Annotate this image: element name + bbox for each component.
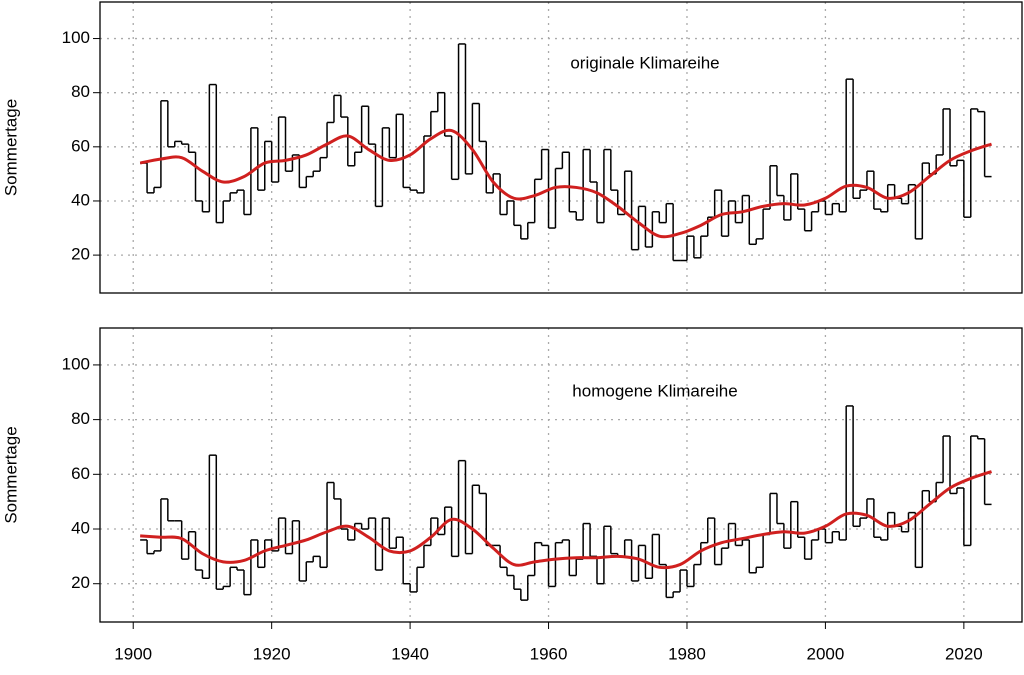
y-tick-label: 100: [62, 28, 90, 47]
y-tick-label: 40: [71, 190, 90, 209]
trend-line: [139, 128, 993, 239]
x-tick-label: 1980: [668, 644, 706, 663]
y-tick-label: 100: [62, 354, 90, 373]
y-tick-label: 60: [71, 464, 90, 483]
x-tick-label: 1900: [114, 644, 152, 663]
y-tick-label: 40: [71, 518, 90, 537]
y-tick-label: 60: [71, 136, 90, 155]
y-tick-label: 80: [71, 82, 90, 101]
y-tick-label: 20: [71, 573, 90, 592]
plot-frame: [99, 327, 1023, 623]
annotation: homogene Klimareihe: [572, 381, 737, 400]
x-tick-label: 2000: [807, 644, 845, 663]
y-axis-label: Sommertage: [1, 99, 20, 196]
y-axis-label: Sommertage: [1, 426, 20, 523]
trend-line: [140, 470, 993, 570]
x-tick-label: 1960: [530, 644, 568, 663]
y-tick-label: 20: [71, 245, 90, 264]
x-tick-label: 2020: [945, 644, 983, 663]
x-tick-label: 1940: [391, 644, 429, 663]
annotation: originale Klimareihe: [570, 53, 719, 72]
plot-frame: [99, 1, 1023, 294]
x-tick-label: 1920: [253, 644, 291, 663]
y-tick-label: 80: [71, 409, 90, 428]
